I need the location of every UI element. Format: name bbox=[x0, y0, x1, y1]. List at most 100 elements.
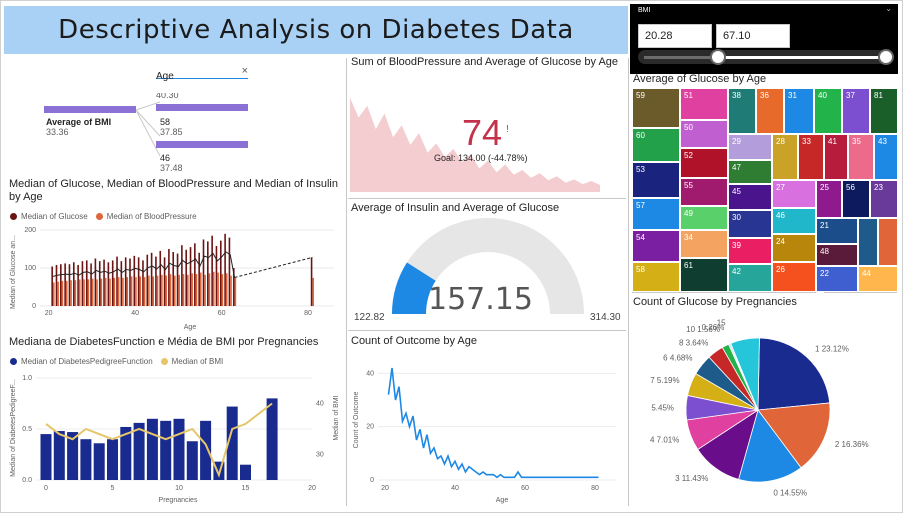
dpf-bar bbox=[186, 441, 198, 480]
treemap-cell-age-25[interactable]: 25 bbox=[816, 180, 842, 218]
treemap-cell-age-53[interactable]: 53 bbox=[632, 162, 680, 198]
bp-bar bbox=[161, 274, 163, 306]
legend-bp: Median of BloodPressure bbox=[106, 212, 197, 221]
treemap-cell-age-52[interactable]: 52 bbox=[680, 148, 728, 178]
treemap-cell-age-28[interactable]: 28 bbox=[772, 134, 798, 180]
x-tick-label: 20 bbox=[45, 310, 53, 317]
treemap-cell-age-35[interactable]: 35 bbox=[848, 134, 874, 180]
preg-chart-ylabel-right: Median of BMI bbox=[333, 395, 340, 440]
glucose-bar bbox=[181, 245, 183, 306]
treemap-cell-age-44[interactable]: 44 bbox=[858, 266, 898, 292]
divider-kpi bbox=[348, 198, 626, 199]
treemap-cell-age-81[interactable]: 81 bbox=[870, 88, 898, 134]
legend-dpf: Median of DiabetesPedigreeFunction bbox=[21, 357, 153, 366]
treemap-cell-age-49[interactable]: 49 bbox=[680, 206, 728, 230]
treemap-cell-age-22[interactable]: 22 bbox=[816, 266, 858, 292]
pie-label: 7 5.19% bbox=[650, 376, 679, 385]
treemap-cell-unlabeled[interactable] bbox=[816, 292, 824, 298]
treemap-cell-unlabeled[interactable] bbox=[858, 218, 878, 266]
treemap-cell-age-48[interactable]: 48 bbox=[816, 244, 858, 266]
y-tick-left: 0.5 bbox=[22, 426, 32, 433]
treemap-cell-age-56[interactable]: 56 bbox=[842, 180, 870, 218]
treemap-cell-age-33[interactable]: 33 bbox=[798, 134, 824, 180]
close-icon[interactable]: × bbox=[241, 65, 248, 77]
treemap-cell-age-51[interactable]: 51 bbox=[680, 88, 728, 120]
bp-bar bbox=[143, 277, 146, 306]
gauge-max: 314.30 bbox=[590, 312, 621, 323]
treemap-cell-age-60[interactable]: 60 bbox=[632, 128, 680, 162]
outcome-chart-title: Count of Outcome by Age bbox=[351, 335, 477, 347]
treemap-cell-age-34[interactable]: 34 bbox=[680, 230, 728, 258]
bmi-line bbox=[45, 402, 273, 478]
kpi-goal: Goal: 134.00 (-44.78%) bbox=[434, 153, 528, 163]
treemap-cell-age-55[interactable]: 55 bbox=[680, 178, 728, 206]
bp-bar bbox=[126, 277, 129, 306]
bmi-slider-max-handle[interactable] bbox=[878, 49, 894, 65]
bp-bar bbox=[152, 276, 155, 306]
gauge-value: 157.15 bbox=[428, 282, 533, 317]
glucose-bar bbox=[215, 245, 218, 306]
treemap-cell-age-24[interactable]: 24 bbox=[772, 234, 816, 262]
treemap-cell-age-36[interactable]: 36 bbox=[756, 88, 784, 134]
treemap-cell-age-40[interactable]: 40 bbox=[814, 88, 842, 134]
glucose-bar bbox=[168, 249, 170, 306]
field-selector[interactable]: Age × bbox=[156, 65, 248, 82]
treemap-cell-age-61[interactable]: 61 bbox=[680, 258, 728, 292]
treemap-cell-age-42[interactable]: 42 bbox=[728, 264, 772, 292]
glucose-bar bbox=[172, 252, 175, 306]
treemap-cell-age-58[interactable]: 58 bbox=[632, 262, 680, 292]
root-bar[interactable] bbox=[44, 106, 136, 113]
treemap-cell-age-29[interactable]: 29 bbox=[728, 134, 772, 160]
y-tick-right: 40 bbox=[316, 401, 324, 408]
legend-dot-bmi bbox=[160, 358, 168, 365]
glucose-bar bbox=[77, 264, 79, 306]
treemap-cell-age-38[interactable]: 38 bbox=[728, 88, 756, 134]
treemap-cell-age-54[interactable]: 54 bbox=[632, 230, 680, 262]
bmi-slider-min-handle[interactable] bbox=[710, 49, 726, 65]
treemap-cell-age-46[interactable]: 46 bbox=[772, 208, 816, 234]
treemap-cell-age-27[interactable]: 27 bbox=[772, 180, 816, 208]
preg-chart-title: Mediana de DiabetesFunction e Média de B… bbox=[9, 336, 319, 348]
age-chart: Median of Glucose an... Age 0 100 200 20 40 6… bbox=[10, 227, 334, 331]
treemap-cell-age-59[interactable]: 59 bbox=[632, 88, 680, 128]
pie-label: 15 bbox=[717, 318, 726, 327]
bp-bar bbox=[104, 277, 107, 306]
treemap: 59 51 38 36 31 40 37 81 60 50 29 28 33 41 35 43 52 53 47 55… bbox=[632, 88, 898, 298]
glucose-bar bbox=[94, 258, 97, 306]
glucose-bar bbox=[72, 262, 75, 306]
outcome-chart-ylabel: Count of Outcome bbox=[353, 391, 360, 448]
treemap-cell-age-45[interactable]: 45 bbox=[728, 184, 772, 210]
treemap-cell-age-39[interactable]: 39 bbox=[728, 238, 772, 264]
bp-bar bbox=[148, 275, 150, 306]
treemap-cell-age-26[interactable]: 26 bbox=[772, 262, 816, 292]
x-tick-label: 20 bbox=[308, 485, 316, 492]
chevron-down-icon[interactable]: ⌄ bbox=[885, 4, 892, 13]
dpf-bar bbox=[67, 432, 79, 480]
treemap-cell-age-21[interactable]: 21 bbox=[816, 218, 858, 244]
tree-connectors bbox=[136, 101, 161, 157]
tree-node-1-bar[interactable] bbox=[156, 104, 248, 111]
bmi-slicer-label: BMI bbox=[638, 7, 651, 14]
x-tick-label: 40 bbox=[131, 310, 139, 317]
tree-node-3-bar[interactable] bbox=[156, 141, 248, 148]
treemap-cell-age-31[interactable]: 31 bbox=[784, 88, 814, 134]
treemap-cell-age-50[interactable]: 50 bbox=[680, 120, 728, 148]
bp-bar bbox=[312, 277, 314, 306]
treemap-cell-age-37[interactable]: 37 bbox=[842, 88, 870, 134]
age-chart-legend: Median of Glucose Median of BloodPressur… bbox=[10, 212, 197, 221]
treemap-cell-unlabeled[interactable] bbox=[878, 218, 898, 266]
x-tick-label: 20 bbox=[381, 485, 389, 492]
treemap-cell-age-47[interactable]: 47 bbox=[728, 160, 772, 184]
treemap-cell-age-30[interactable]: 30 bbox=[728, 210, 772, 238]
pie-slice bbox=[757, 337, 831, 411]
bmi-min-input[interactable]: 20.28 bbox=[638, 24, 712, 48]
age-chart-title: Median of Glucose, Median of BloodPressu… bbox=[9, 178, 338, 203]
tree-node-2-value: 37.85 bbox=[160, 127, 183, 137]
median-line-gap bbox=[234, 256, 313, 278]
field-selector-label: Age bbox=[156, 71, 174, 82]
treemap-cell-age-57[interactable]: 57 bbox=[632, 198, 680, 230]
treemap-cell-age-43[interactable]: 43 bbox=[874, 134, 898, 180]
bmi-max-input[interactable]: 67.10 bbox=[716, 24, 790, 48]
treemap-cell-age-41[interactable]: 41 bbox=[824, 134, 848, 180]
treemap-cell-age-23[interactable]: 23 bbox=[870, 180, 898, 218]
